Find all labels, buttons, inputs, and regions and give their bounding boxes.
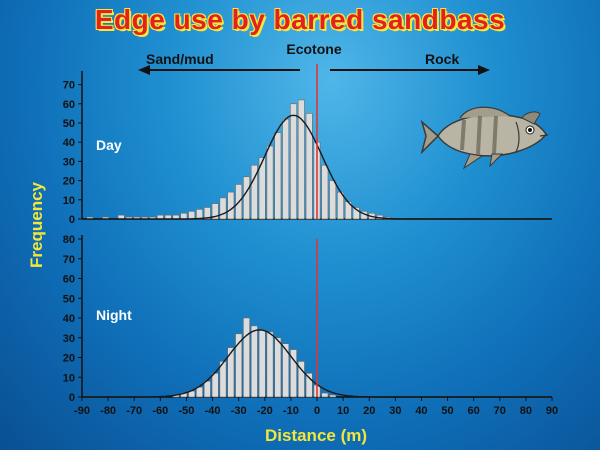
x-tick-label: 10 (337, 405, 349, 417)
y-tick-label: 70 (63, 80, 75, 92)
ecotone-label: Ecotone (286, 41, 341, 57)
x-tick-label: -30 (231, 405, 247, 417)
histogram-bar (196, 209, 203, 220)
slide-title: Edge use by barred sandbass (94, 4, 506, 35)
y-tick-label: 80 (63, 234, 75, 246)
histogram-bar (305, 372, 313, 398)
histogram-bar (180, 212, 188, 220)
y-tick-label: 10 (63, 372, 75, 384)
histogram-bar (203, 380, 211, 398)
histogram-bar (266, 145, 274, 220)
y-tick-label: 30 (63, 333, 75, 345)
y-tick-label: 50 (63, 118, 75, 130)
histogram-bar (305, 113, 313, 220)
y-tick-label: 0 (69, 392, 75, 404)
x-tick-label: -50 (178, 405, 194, 417)
day-label: Day (96, 137, 122, 153)
y-tick-label: 40 (63, 313, 75, 325)
x-tick-label: 70 (494, 405, 506, 417)
histogram-bar (227, 191, 235, 220)
histogram-bar (274, 132, 282, 220)
sand-mud-label: Sand/mud (146, 51, 214, 67)
histogram-bar (250, 325, 258, 398)
x-tick-label: -10 (283, 405, 299, 417)
x-tick-label: -70 (126, 405, 142, 417)
histogram-bar (203, 207, 211, 220)
x-tick-label: 40 (415, 405, 427, 417)
y-tick-label: 0 (69, 214, 75, 226)
x-tick-label: -90 (74, 405, 90, 417)
histogram-bar (211, 203, 219, 220)
histogram-bar (258, 329, 266, 398)
histogram-bar (282, 343, 290, 398)
histogram-bar (352, 207, 360, 220)
histogram-bar (258, 157, 266, 220)
histogram-bar (219, 197, 227, 220)
histogram-bar (243, 176, 250, 220)
histogram-bar (297, 361, 305, 398)
histogram-bar (290, 103, 297, 220)
histogram-bar (282, 118, 290, 220)
x-tick-label: -40 (205, 405, 221, 417)
histogram-bar (290, 349, 297, 398)
y-tick-label: 60 (63, 99, 75, 111)
x-axis: -90 -80 -70 -60 -50 -40 -30 -20 -10 0 10 20 30 40 50 60… (74, 397, 558, 417)
x-tick-label: 30 (389, 405, 401, 417)
histogram-bar (219, 361, 227, 398)
histogram-bar (266, 331, 274, 398)
y-tick-label: 20 (63, 353, 75, 365)
histogram-bar (297, 99, 305, 220)
fish-icon (420, 106, 549, 170)
y-tick-label: 50 (63, 293, 75, 305)
y-tick-label: 10 (63, 195, 75, 207)
histogram-bar (211, 372, 219, 398)
y-tick-label: 60 (63, 274, 75, 286)
histogram-bar (274, 337, 282, 398)
x-axis-title: Distance (m) (265, 426, 367, 445)
y-tick-label: 20 (63, 176, 75, 188)
x-tick-label: -60 (152, 405, 168, 417)
histogram-bar (188, 211, 196, 220)
histogram-bar (329, 394, 337, 398)
y-tick-label: 30 (63, 156, 75, 168)
left-arrow (138, 65, 300, 75)
y-tick-label: 70 (63, 254, 75, 266)
night-label: Night (96, 307, 132, 323)
histogram-bar (250, 164, 258, 220)
x-tick-label: 20 (363, 405, 375, 417)
x-tick-label: 80 (520, 405, 532, 417)
night-panel: 0 10 20 30 40 50 60 70 80 (63, 234, 552, 404)
x-tick-label: -80 (100, 405, 116, 417)
y-axis-title: Frequency (27, 181, 46, 268)
rock-label: Rock (425, 51, 459, 67)
histogram-bar (321, 164, 329, 220)
y-tick-label: 40 (63, 137, 75, 149)
x-tick-label: 60 (468, 405, 480, 417)
day-panel: 0 10 20 30 40 50 60 70 (63, 64, 552, 226)
x-tick-label: 50 (441, 405, 453, 417)
histogram-bar (196, 386, 203, 398)
x-tick-label: 90 (546, 405, 558, 417)
x-tick-label: 0 (314, 405, 320, 417)
histogram-bar (243, 317, 250, 398)
right-arrow (330, 65, 490, 75)
x-tick-label: -20 (257, 405, 273, 417)
histogram-bar (321, 392, 329, 398)
histogram-bar (329, 180, 337, 220)
histogram-bar (227, 347, 235, 398)
